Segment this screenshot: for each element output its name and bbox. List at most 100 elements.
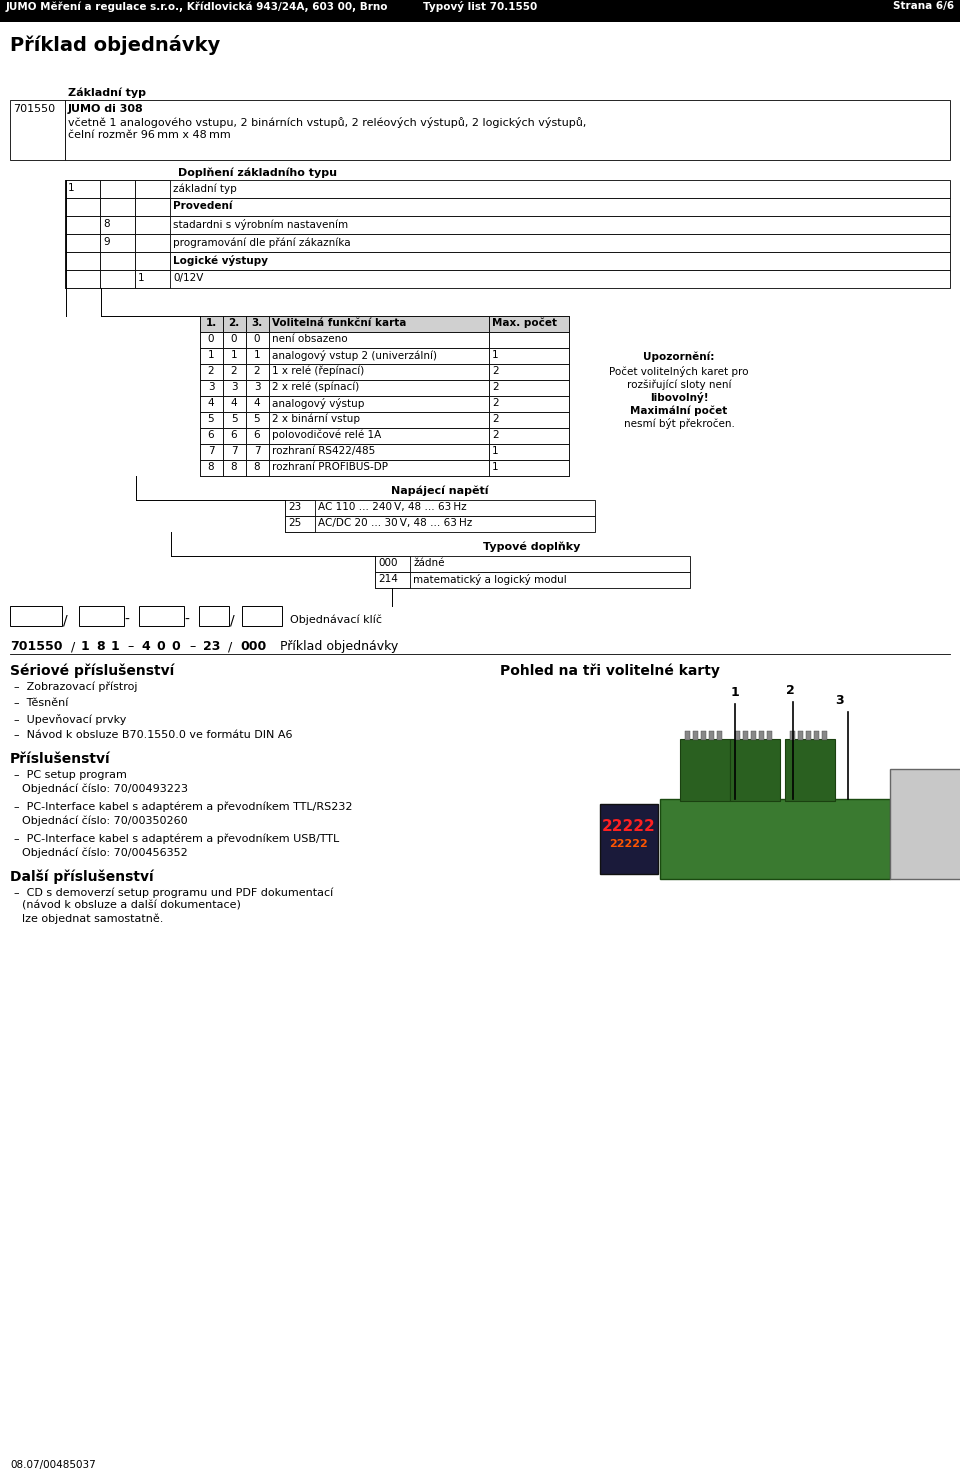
Text: -: - xyxy=(184,613,189,628)
Text: 1: 1 xyxy=(492,445,498,456)
Bar xyxy=(200,348,223,364)
Text: 7: 7 xyxy=(230,445,237,456)
Text: 22222: 22222 xyxy=(602,818,656,835)
Text: 1 x relé (řepínací): 1 x relé (řepínací) xyxy=(272,366,364,376)
Text: 23: 23 xyxy=(203,639,221,653)
Text: 3: 3 xyxy=(253,382,260,392)
Bar xyxy=(65,234,950,252)
Bar xyxy=(489,348,569,364)
Bar xyxy=(269,428,489,444)
Text: 2: 2 xyxy=(492,431,498,440)
Text: /: / xyxy=(62,613,67,628)
Bar xyxy=(269,397,489,411)
Text: Objednácí číslo: 70/00350260: Objednácí číslo: 70/00350260 xyxy=(22,815,187,826)
Text: 2: 2 xyxy=(785,684,794,697)
Bar xyxy=(246,364,269,380)
Bar xyxy=(200,460,569,477)
Text: /: / xyxy=(228,639,232,653)
Bar xyxy=(200,397,223,411)
Bar xyxy=(375,571,690,588)
Text: 8: 8 xyxy=(96,639,105,653)
Text: 3.: 3. xyxy=(252,318,263,329)
Bar xyxy=(269,444,489,460)
Bar xyxy=(246,380,269,397)
Bar xyxy=(65,216,950,234)
Bar xyxy=(246,348,269,364)
Text: 22222: 22222 xyxy=(610,839,648,850)
Bar xyxy=(489,444,569,460)
Text: Typové doplňky: Typové doplňky xyxy=(483,542,581,552)
Bar xyxy=(200,317,569,332)
Bar xyxy=(223,380,246,397)
Bar xyxy=(200,411,569,428)
Text: Další příslušenství: Další příslušenství xyxy=(10,870,154,885)
Text: 7: 7 xyxy=(253,445,260,456)
Bar xyxy=(135,181,170,198)
Bar xyxy=(743,731,748,740)
Text: Pohled na tři volitelné karty: Pohled na tři volitelné karty xyxy=(500,665,720,678)
Bar xyxy=(246,444,269,460)
Text: 2: 2 xyxy=(492,382,498,392)
Bar xyxy=(242,605,282,626)
Text: programování dle přání zákazníka: programování dle přání zákazníka xyxy=(173,237,350,247)
Text: 2: 2 xyxy=(207,366,214,376)
Bar xyxy=(269,411,489,428)
Text: 1.: 1. xyxy=(205,318,217,329)
Bar xyxy=(759,731,764,740)
Bar xyxy=(246,397,269,411)
Text: analogový výstup: analogový výstup xyxy=(272,398,365,408)
Text: –  Zobrazovací přístroj: – Zobrazovací přístroj xyxy=(14,682,137,693)
Bar xyxy=(489,380,569,397)
Bar xyxy=(10,605,62,626)
Text: 2: 2 xyxy=(492,398,498,408)
Bar xyxy=(751,731,756,740)
Text: 8: 8 xyxy=(230,462,237,472)
Bar xyxy=(135,252,170,269)
Bar xyxy=(489,411,569,428)
Text: 9: 9 xyxy=(103,237,109,247)
Text: /: / xyxy=(229,613,234,628)
Text: 4: 4 xyxy=(230,398,237,408)
Text: 0/12V: 0/12V xyxy=(173,272,204,283)
Text: Příklad objednávky: Příklad objednávky xyxy=(10,36,220,55)
Bar xyxy=(100,234,135,252)
Bar xyxy=(489,428,569,444)
Bar xyxy=(285,517,595,531)
Text: Příklad objednávky: Příklad objednávky xyxy=(280,639,398,653)
Text: 7: 7 xyxy=(207,445,214,456)
Bar xyxy=(200,380,569,397)
Bar xyxy=(269,348,489,364)
Text: 3: 3 xyxy=(230,382,237,392)
Bar xyxy=(100,198,135,216)
Text: 1: 1 xyxy=(207,349,214,360)
Bar xyxy=(223,411,246,428)
Text: 8: 8 xyxy=(253,462,260,472)
Bar xyxy=(814,731,819,740)
Bar xyxy=(100,269,135,289)
Text: 0: 0 xyxy=(207,334,214,343)
Text: 000: 000 xyxy=(240,639,266,653)
Text: 0: 0 xyxy=(230,334,237,343)
Text: 2: 2 xyxy=(492,414,498,423)
Bar xyxy=(65,198,950,216)
Text: 000: 000 xyxy=(378,558,397,568)
Bar xyxy=(375,556,690,571)
Text: 25: 25 xyxy=(288,518,301,528)
Bar xyxy=(200,460,223,477)
Text: 0: 0 xyxy=(156,639,165,653)
Text: AC 110 … 240 V, 48 … 63 Hz: AC 110 … 240 V, 48 … 63 Hz xyxy=(318,502,467,512)
Bar xyxy=(489,332,569,348)
Bar xyxy=(223,364,246,380)
Text: Logické výstupy: Logické výstupy xyxy=(173,255,268,266)
Bar xyxy=(223,428,246,444)
Text: Max. počet: Max. počet xyxy=(492,318,557,329)
Text: Objednávací klíč: Objednávací klíč xyxy=(290,614,382,625)
Bar xyxy=(785,739,835,801)
Text: Provedení: Provedení xyxy=(173,201,232,212)
Bar xyxy=(200,332,569,348)
Bar xyxy=(730,739,780,801)
Text: 4: 4 xyxy=(207,398,214,408)
Bar xyxy=(269,380,489,397)
Text: 1: 1 xyxy=(230,349,237,360)
Text: Počet volitelných karet pro: Počet volitelných karet pro xyxy=(610,366,749,377)
